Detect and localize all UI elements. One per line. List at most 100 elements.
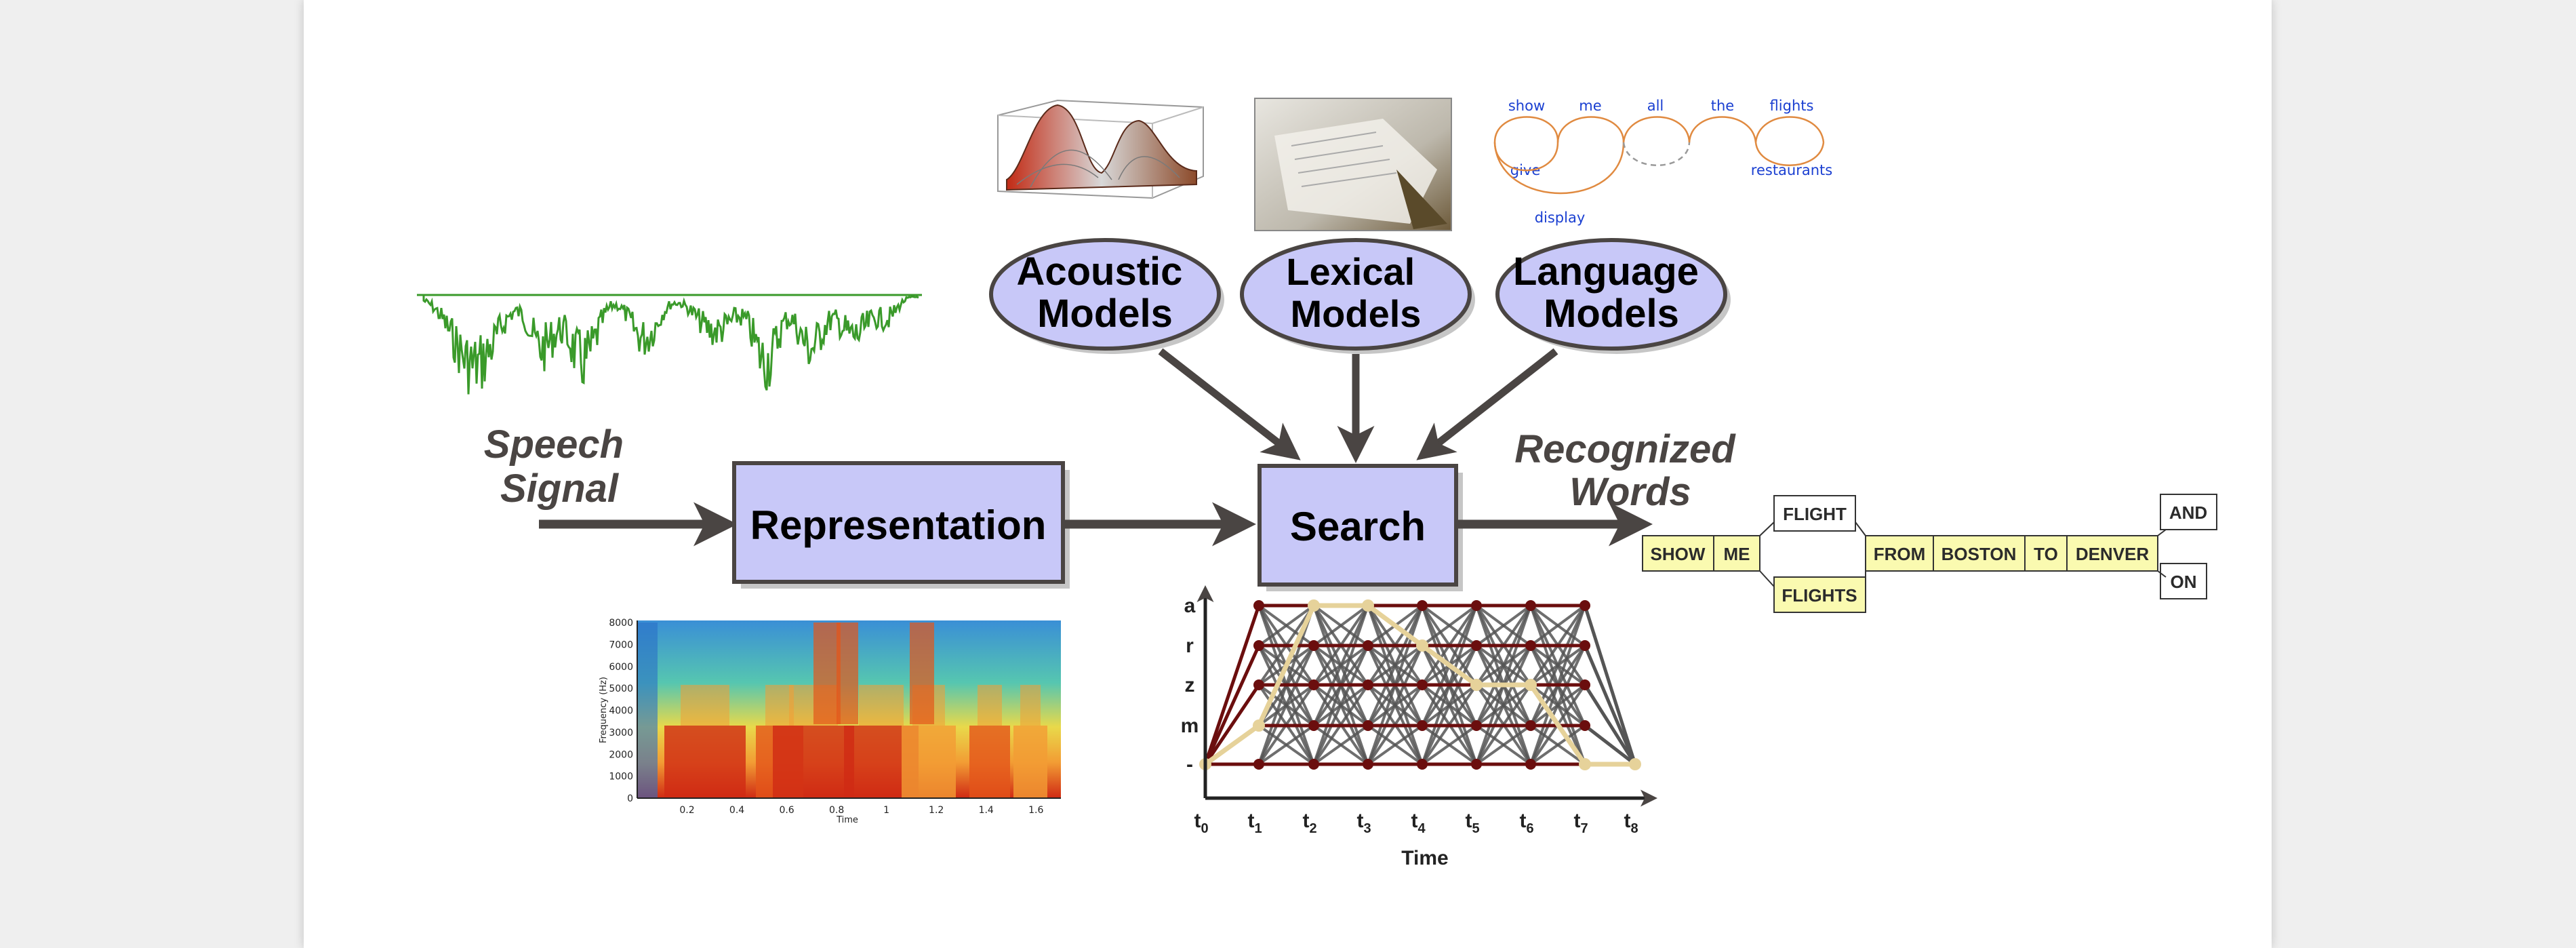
spectrogram-xlabel: Time bbox=[836, 815, 858, 825]
svg-text:TO: TO bbox=[2034, 544, 2058, 564]
lattice-transition bbox=[1529, 724, 1586, 766]
lattice-path-node bbox=[1253, 719, 1265, 732]
word-box-flights: FLIGHTS bbox=[1773, 576, 1866, 613]
acoustic-to-search-arrow bbox=[1158, 348, 1301, 460]
lattice-node bbox=[1525, 720, 1536, 731]
lattice-node bbox=[1471, 600, 1482, 611]
lattice-time-label: t8 bbox=[1624, 810, 1638, 836]
svg-text:BOSTON: BOSTON bbox=[1941, 544, 2017, 564]
spectrogram-xtick: 0.8 bbox=[829, 805, 844, 816]
language-models-ellipse: Language Models bbox=[1495, 238, 1731, 354]
lattice-node bbox=[1417, 600, 1428, 611]
waveform-trace bbox=[422, 295, 919, 395]
lattice-time-label: t4 bbox=[1411, 810, 1426, 836]
spectrogram-xtick: 0.4 bbox=[729, 805, 744, 816]
lexical-book-image bbox=[1254, 98, 1452, 231]
lattice-nodes bbox=[1199, 599, 1641, 770]
word-lattice: SHOW ME FLIGHT FLIGHTS FROM BOSTON TO D bbox=[1642, 494, 2217, 613]
search-box: Search bbox=[1257, 464, 1463, 591]
lattice-node bbox=[1525, 600, 1536, 611]
lattice-node bbox=[1363, 640, 1373, 651]
lm-word-flights: flights bbox=[1770, 98, 1814, 114]
lattice-time-label: t5 bbox=[1465, 810, 1479, 836]
lm-word-display: display bbox=[1535, 210, 1586, 226]
lattice-end-edge bbox=[1583, 605, 1637, 765]
spectrogram-ylabel: Frequency (Hz) bbox=[599, 677, 609, 743]
spectrogram-ytick: 4000 bbox=[609, 706, 633, 717]
lattice-path-node bbox=[1525, 679, 1537, 691]
lattice-state-label: m bbox=[1181, 715, 1199, 737]
lattice-start-edge bbox=[1203, 684, 1261, 766]
lattice-time-label: t2 bbox=[1302, 810, 1316, 836]
svg-text:FROM: FROM bbox=[1874, 544, 1926, 564]
spectrogram: 0 1000 2000 3000 4000 5000 6000 7000 8000 0.2 0.4… bbox=[599, 618, 1061, 825]
spectrogram-ytick: 0 bbox=[627, 793, 633, 804]
lattice-node bbox=[1308, 679, 1319, 690]
lattice-state-label: a bbox=[1184, 595, 1196, 617]
spectrogram-energy-band bbox=[902, 726, 956, 798]
spectrogram-xtick: 1.6 bbox=[1028, 805, 1043, 816]
spectrogram-fricative bbox=[837, 623, 858, 724]
lattice-time-label: t6 bbox=[1519, 810, 1533, 836]
lattice-node bbox=[1308, 720, 1319, 731]
representation-label: Representation bbox=[750, 502, 1047, 548]
word-box-flight: FLIGHT bbox=[1773, 495, 1856, 532]
lattice-node bbox=[1253, 759, 1264, 770]
lattice-node bbox=[1471, 759, 1482, 770]
lattice-transition bbox=[1312, 724, 1369, 766]
spectrogram-energy-band bbox=[664, 726, 746, 798]
spectrogram-ytick: 3000 bbox=[609, 728, 633, 738]
spectrogram-energy-band bbox=[1013, 726, 1047, 798]
word-box-boston: BOSTON bbox=[1933, 535, 2026, 572]
spectrogram-yticks: 0 1000 2000 3000 4000 5000 6000 7000 8000 bbox=[609, 618, 633, 804]
lattice-start-edge bbox=[1203, 605, 1261, 765]
svg-text:DENVER: DENVER bbox=[2076, 544, 2150, 564]
spectrogram-formant bbox=[859, 685, 904, 726]
lattice-node bbox=[1579, 679, 1590, 690]
acoustic-models-ellipse: Acoustic Models bbox=[989, 238, 1224, 354]
spectrogram-energy-band bbox=[969, 726, 1010, 798]
svg-text:AND: AND bbox=[2169, 502, 2207, 523]
lm-word-show: show bbox=[1508, 98, 1545, 114]
lattice-time-label: t3 bbox=[1356, 810, 1371, 836]
spectrogram-ytick: 7000 bbox=[609, 639, 633, 650]
lattice-transition bbox=[1475, 724, 1532, 766]
lattice-path-node bbox=[1629, 758, 1641, 770]
lattice-node bbox=[1363, 759, 1373, 770]
lattice-path-node bbox=[1470, 679, 1483, 691]
word-box-on: ON bbox=[2160, 563, 2207, 599]
lexical-models-ellipse: Lexical Models bbox=[1240, 238, 1475, 354]
lattice-node bbox=[1525, 759, 1536, 770]
svg-text:ME: ME bbox=[1724, 544, 1750, 564]
lattice-transition bbox=[1367, 605, 1424, 726]
speech-waveform bbox=[417, 294, 922, 395]
lattice-node bbox=[1253, 679, 1264, 690]
lattice-end-edge bbox=[1583, 645, 1637, 765]
word-box-from: FROM bbox=[1865, 535, 1934, 572]
lattice-node bbox=[1579, 640, 1590, 651]
spectrogram-ytick: 5000 bbox=[609, 684, 633, 694]
lattice-transition bbox=[1529, 684, 1586, 727]
lattice-transition bbox=[1367, 724, 1424, 766]
lm-word-the: the bbox=[1711, 98, 1734, 114]
right-margin bbox=[2272, 0, 2576, 948]
search-label: Search bbox=[1290, 504, 1426, 549]
lattice-path-node bbox=[1416, 639, 1428, 652]
lattice-path-node bbox=[1308, 599, 1320, 612]
lattice-xlabel: Time bbox=[1401, 847, 1448, 869]
spectrogram-xtick: 1 bbox=[883, 805, 889, 816]
spectrogram-silence bbox=[637, 623, 658, 798]
spectrogram-ytick: 1000 bbox=[609, 772, 633, 783]
spectrogram-ytick: 8000 bbox=[609, 618, 633, 629]
lattice-transition bbox=[1312, 684, 1369, 727]
lattice-edges bbox=[1203, 603, 1637, 767]
lattice-end-edge bbox=[1584, 724, 1636, 766]
lattice-transition bbox=[1257, 684, 1315, 727]
word-box-denver: DENVER bbox=[2066, 535, 2158, 572]
lattice-node bbox=[1417, 720, 1428, 731]
lattice-node bbox=[1363, 679, 1373, 690]
lattice-node bbox=[1471, 720, 1482, 731]
svg-text:FLIGHT: FLIGHT bbox=[1783, 504, 1847, 524]
lattice-transition bbox=[1475, 604, 1532, 647]
